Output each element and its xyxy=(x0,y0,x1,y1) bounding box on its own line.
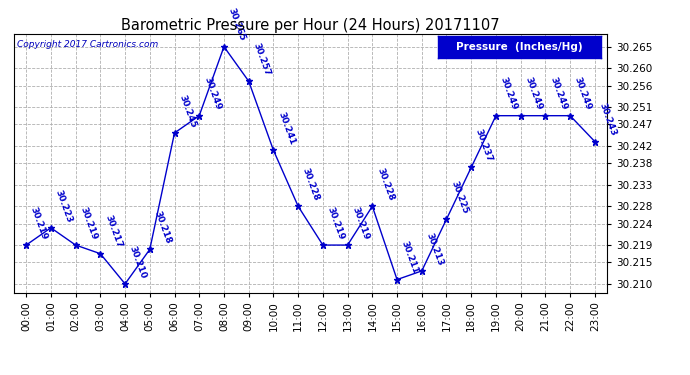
Text: 30.219: 30.219 xyxy=(351,205,371,241)
Text: 30.219: 30.219 xyxy=(29,205,49,241)
Text: 30.228: 30.228 xyxy=(301,166,321,202)
Text: 30.265: 30.265 xyxy=(227,7,247,42)
Text: 30.249: 30.249 xyxy=(202,76,222,111)
Text: 30.249: 30.249 xyxy=(499,76,519,111)
Text: 30.213: 30.213 xyxy=(424,231,445,267)
Text: Copyright 2017 Cartronics.com: Copyright 2017 Cartronics.com xyxy=(17,40,158,49)
Text: 30.249: 30.249 xyxy=(573,76,593,111)
Text: 30.225: 30.225 xyxy=(449,180,469,215)
Text: 30.245: 30.245 xyxy=(177,93,197,129)
Text: 30.228: 30.228 xyxy=(375,166,395,202)
Text: 30.257: 30.257 xyxy=(251,41,272,77)
Text: 30.219: 30.219 xyxy=(326,205,346,241)
Text: 30.249: 30.249 xyxy=(548,76,569,111)
Text: 30.243: 30.243 xyxy=(598,102,618,137)
Text: 30.249: 30.249 xyxy=(524,76,544,111)
Text: 30.237: 30.237 xyxy=(474,128,494,163)
Text: 30.241: 30.241 xyxy=(276,110,297,146)
Text: 30.217: 30.217 xyxy=(103,214,124,249)
Text: 30.219: 30.219 xyxy=(79,205,99,241)
Text: 30.223: 30.223 xyxy=(54,188,74,224)
Text: 30.210: 30.210 xyxy=(128,244,148,280)
Text: 30.218: 30.218 xyxy=(152,210,172,245)
Title: Barometric Pressure per Hour (24 Hours) 20171107: Barometric Pressure per Hour (24 Hours) … xyxy=(121,18,500,33)
Text: 30.211: 30.211 xyxy=(400,240,420,275)
